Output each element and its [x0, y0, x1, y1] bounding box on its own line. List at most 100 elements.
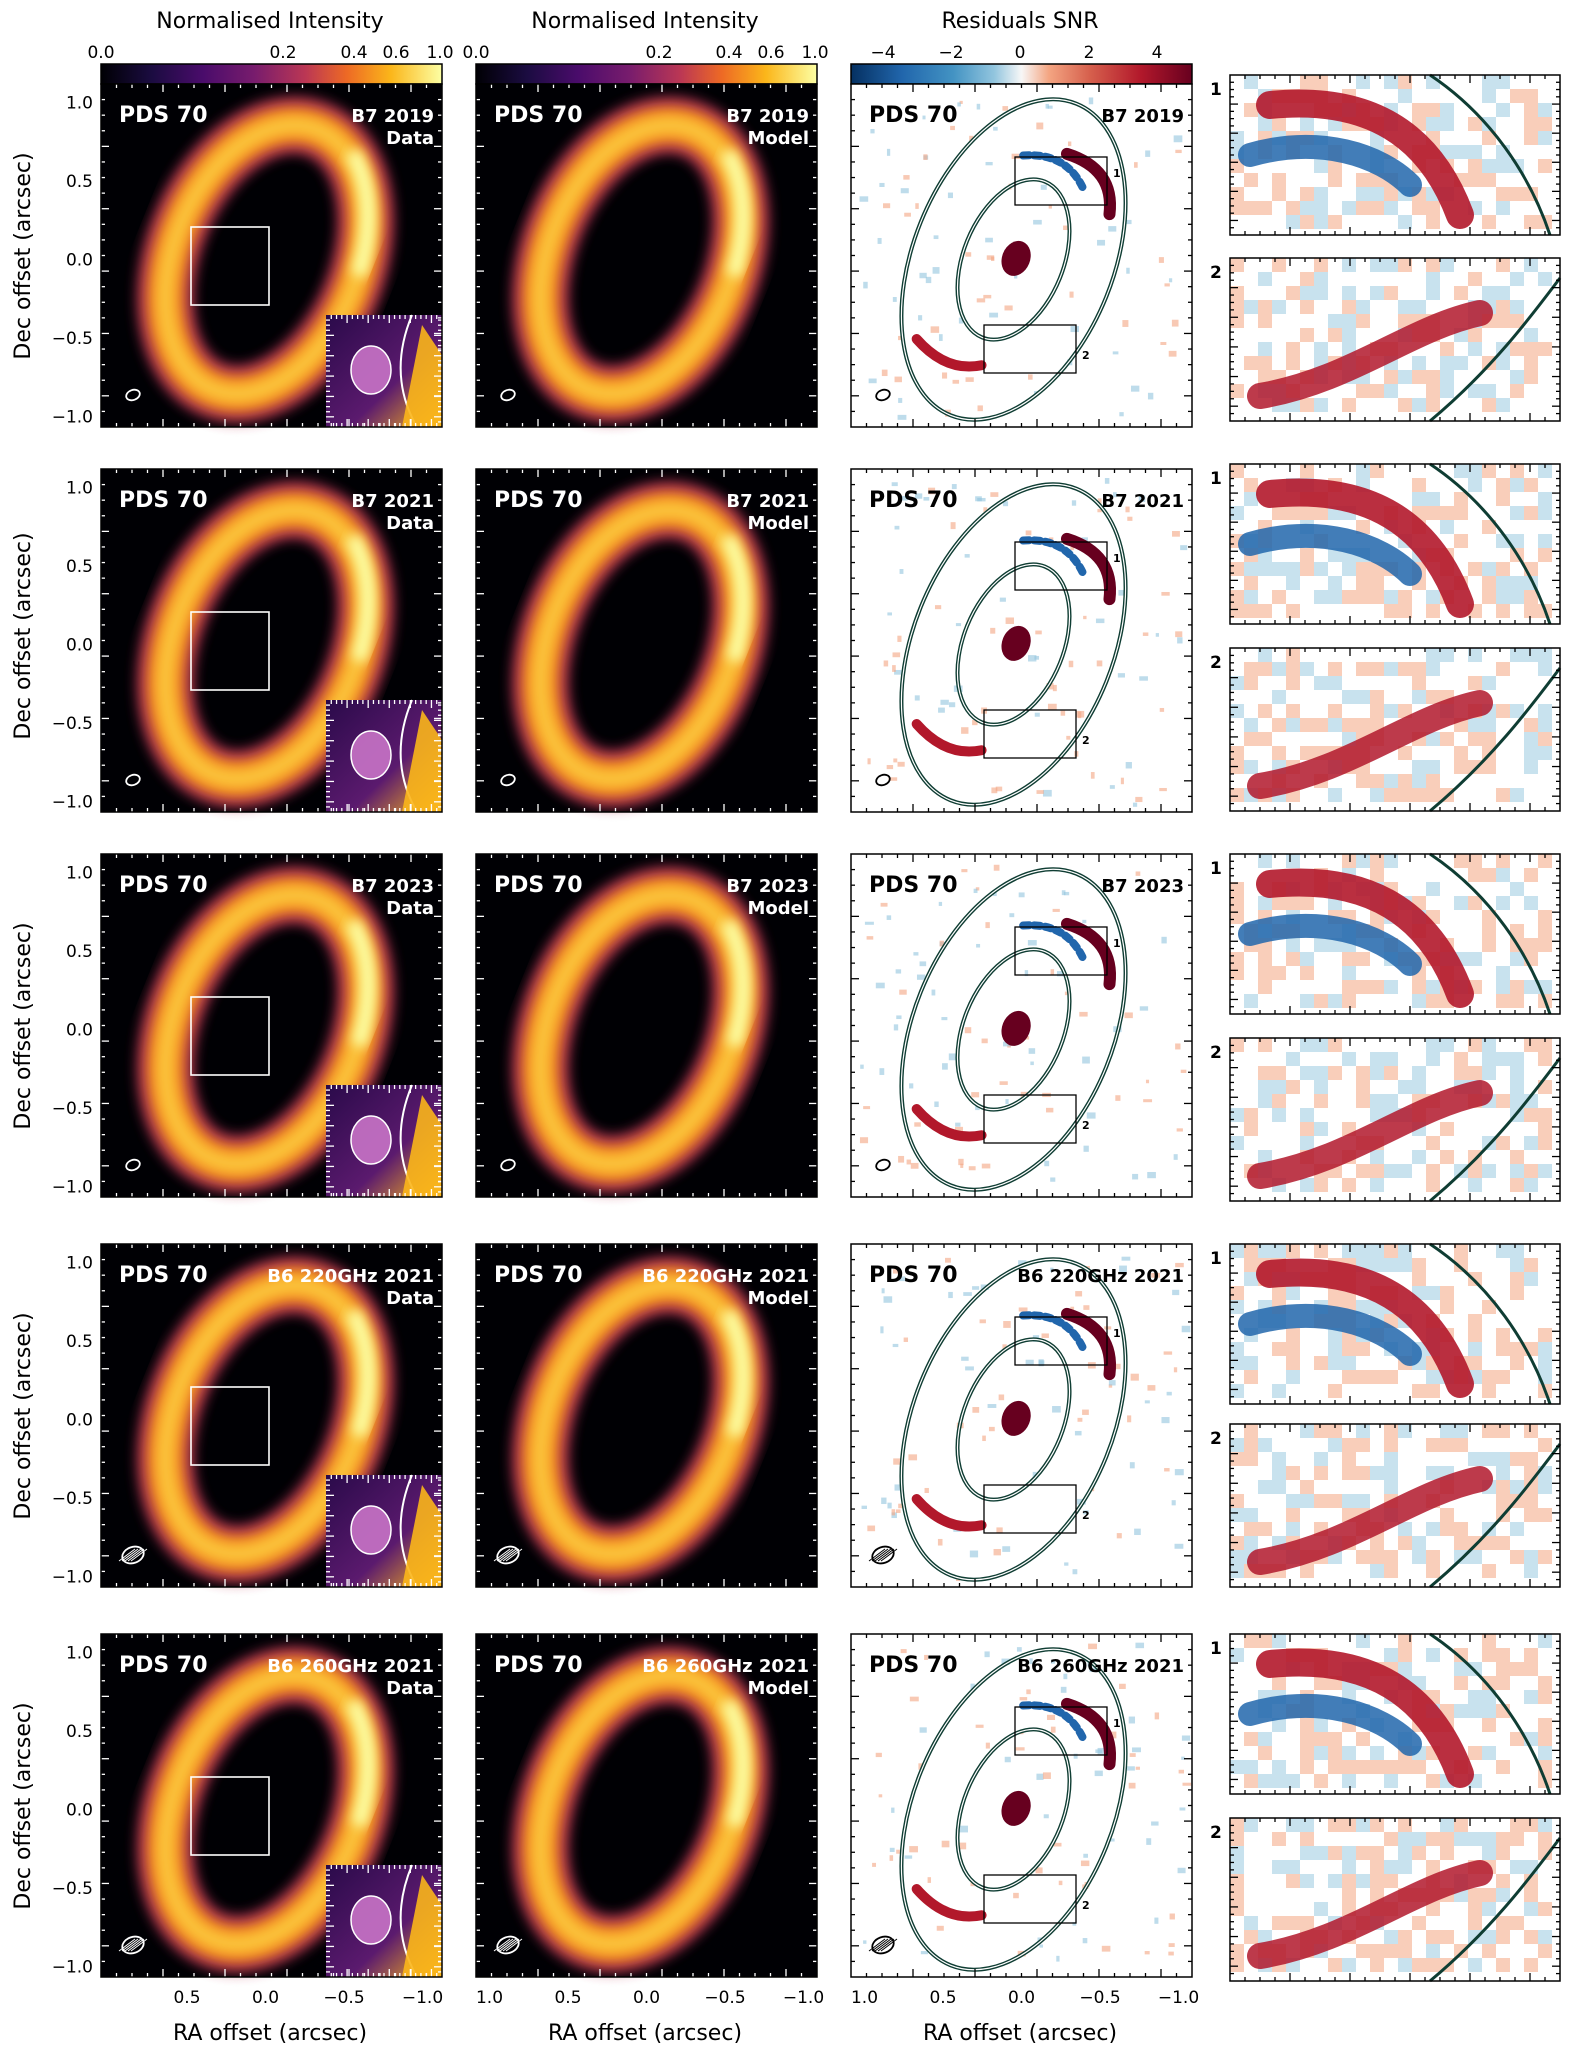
residual-box-label: 2 — [1082, 349, 1090, 362]
zoom-panel-1: 1 — [1210, 462, 1561, 625]
row-label: B7 2023 — [1101, 876, 1184, 897]
residual-box-2 — [983, 324, 1077, 374]
y-tick-label: −0.5 — [52, 1879, 93, 1899]
zoom-label: 1 — [1210, 859, 1222, 879]
model-tag: Model — [747, 898, 809, 919]
y-tick-label: 1.0 — [66, 1644, 93, 1664]
row-label: B6 260GHz 2021 — [642, 1656, 809, 1677]
residual-box-label: 1 — [1113, 1717, 1121, 1730]
residual-box-1 — [1014, 1706, 1108, 1756]
colorbar-title: Normalised Intensity — [531, 9, 758, 34]
y-tick-label: −0.5 — [52, 1099, 93, 1119]
colorbar-2: Normalised Intensity 0.0 0.2 0.4 0.6 1.0 — [462, 9, 829, 85]
zoom-panel-2: 2 — [1210, 1817, 1562, 1983]
colorbar-tick: 0.0 — [87, 43, 114, 63]
zoom-label: 1 — [1210, 80, 1222, 100]
residual-box-label: 1 — [1113, 937, 1121, 950]
zoom-panel-2: 2 — [1210, 1037, 1562, 1203]
zoom-box — [190, 611, 270, 691]
disk-ring — [136, 96, 395, 423]
data-tag: Data — [386, 898, 434, 919]
x-tick-label: 1.0 — [476, 1988, 503, 2008]
beam-icon — [500, 773, 516, 787]
zoom-label: 1 — [1210, 1639, 1222, 1659]
target-name: PDS 70 — [119, 1653, 208, 1678]
zoom-label: 2 — [1210, 653, 1222, 673]
colorbar-tick: 0.4 — [715, 43, 742, 63]
row-label: B6 220GHz 2021 — [1017, 1266, 1184, 1287]
row-label: B7 2019 — [351, 106, 434, 127]
residual-box-label: 2 — [1082, 734, 1090, 747]
y-tick-labels: 1.0 0.5 0.0 −0.5 −1.0 — [52, 479, 93, 813]
y-tick-label: 1.0 — [66, 864, 93, 884]
zoom-panel-2: 2 — [1210, 257, 1562, 423]
disk-ring — [511, 1646, 770, 1973]
beam-icon — [118, 1545, 148, 1565]
residual-box-2 — [983, 1484, 1077, 1534]
zoom-box — [190, 1386, 270, 1466]
colorbar-tick: 1.0 — [426, 43, 453, 63]
y-tick-label: −0.5 — [52, 1489, 93, 1509]
zoom-label: 1 — [1210, 469, 1222, 489]
model-tag: Model — [747, 1678, 809, 1699]
colorbar-title: Residuals SNR — [941, 9, 1098, 34]
inset-zoom — [326, 314, 442, 428]
beam-icon — [875, 773, 891, 787]
y-tick-label: 0.5 — [66, 172, 93, 192]
target-name: PDS 70 — [869, 1653, 958, 1678]
residual-box-1 — [1014, 541, 1108, 591]
x-tick-label: −0.5 — [323, 1988, 364, 2008]
data-tag: Data — [386, 1288, 434, 1309]
residual-box-label: 1 — [1113, 552, 1121, 565]
y-tick-label: −0.5 — [52, 714, 93, 734]
y-axis-title: Dec offset (arcsec) — [11, 1702, 36, 1909]
y-tick-label: −1.0 — [52, 1568, 93, 1588]
colorbar-tick: 0 — [1015, 43, 1026, 63]
colorbar-gradient — [475, 63, 818, 85]
beam-icon — [868, 1935, 898, 1955]
colorbar-tick: 4 — [1152, 43, 1163, 63]
x-tick-label: 0.5 — [929, 1988, 956, 2008]
model-tag: Model — [747, 1288, 809, 1309]
residual-box-label: 2 — [1082, 1509, 1090, 1522]
zoom-label: 2 — [1210, 1823, 1222, 1843]
x-tick-label: −1.0 — [402, 1988, 443, 2008]
target-name: PDS 70 — [494, 1653, 583, 1678]
beam-icon — [125, 773, 141, 787]
target-name: PDS 70 — [494, 488, 583, 513]
y-tick-label: 0.0 — [66, 1411, 93, 1431]
colorbar-tick: 2 — [1084, 43, 1095, 63]
target-name: PDS 70 — [494, 103, 583, 128]
y-tick-label: 0.5 — [66, 1722, 93, 1742]
row-label: B7 2019 — [726, 106, 809, 127]
x-tick-label: −1.0 — [1158, 1988, 1199, 2008]
target-name: PDS 70 — [119, 1263, 208, 1288]
target-name: PDS 70 — [119, 103, 208, 128]
y-tick-label: −1.0 — [52, 408, 93, 428]
y-tick-label: −1.0 — [52, 793, 93, 813]
residual-box-2 — [983, 709, 1077, 759]
y-tick-label: 1.0 — [66, 1254, 93, 1274]
zoom-label: 2 — [1210, 1429, 1222, 1449]
residual-box-1 — [1014, 1316, 1108, 1366]
row-label: B6 220GHz 2021 — [267, 1266, 434, 1287]
residual-box-label: 2 — [1082, 1119, 1090, 1132]
y-tick-label: 0.5 — [66, 1332, 93, 1352]
y-axis-title: Dec offset (arcsec) — [11, 922, 36, 1129]
colorbar-tick: 0.4 — [340, 43, 367, 63]
colorbar-gradient — [100, 63, 443, 85]
residual-panel: 1 2 PDS 70 B7 2021 — [850, 468, 1193, 813]
residual-box-label: 1 — [1113, 1327, 1121, 1340]
y-axis-title: Dec offset (arcsec) — [11, 532, 36, 739]
beam-icon — [875, 1158, 891, 1172]
orbit-ellipses — [899, 867, 1128, 1192]
x-axis-titles: RA offset (arcsec) RA offset (arcsec) RA… — [173, 2021, 1117, 2046]
